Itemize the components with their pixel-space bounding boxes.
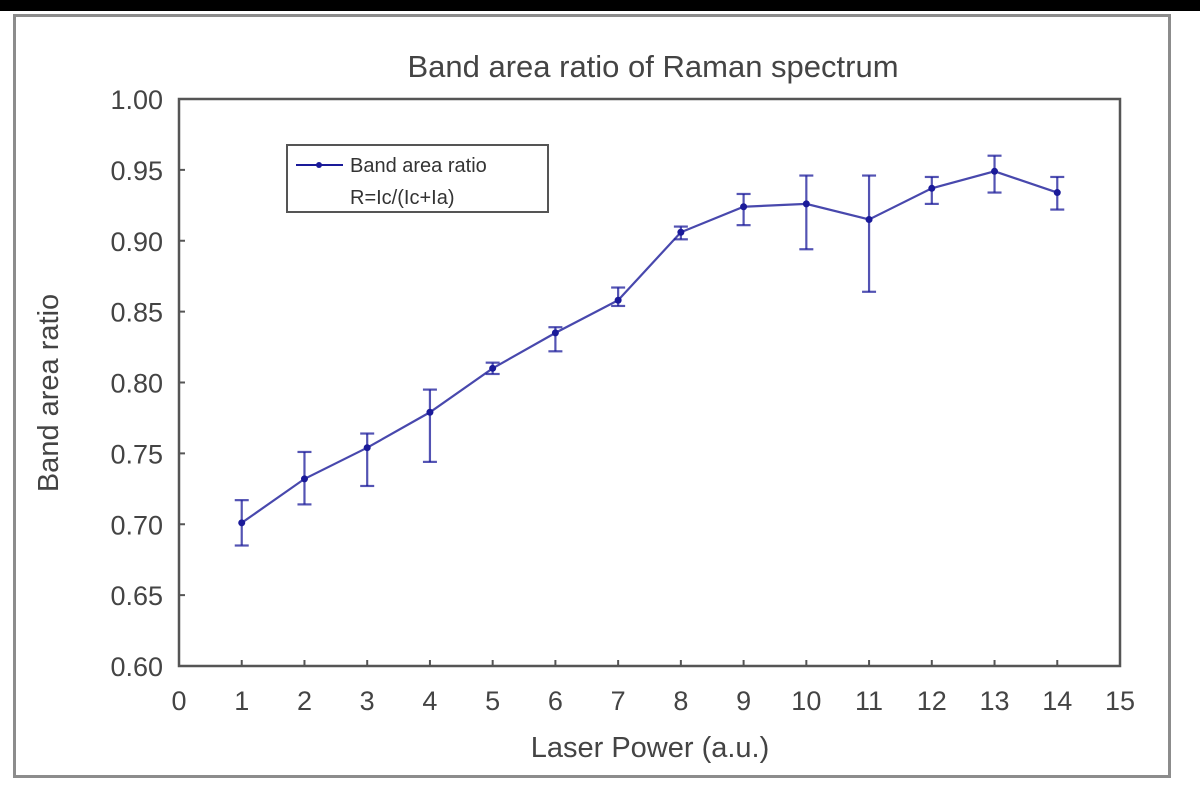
data-point — [736, 192, 751, 227]
point-marker — [489, 364, 497, 372]
y-tick-label: 0.85 — [110, 298, 163, 328]
x-tick-label: 2 — [297, 686, 312, 716]
point-marker — [802, 200, 810, 208]
series-line — [241, 170, 1058, 524]
x-axis-label: Laser Power (a.u.) — [531, 732, 770, 764]
legend: Band area ratio R=Ic/(Ic+Ia) — [286, 144, 549, 213]
x-tick-label: 10 — [791, 686, 821, 716]
point-marker — [991, 167, 999, 175]
y-tick-label: 1.00 — [110, 85, 163, 115]
y-tick-label: 0.90 — [110, 227, 163, 257]
data-point — [548, 326, 563, 353]
data-point — [673, 225, 688, 241]
axes: 0 1 2 3 4 5 6 7 8 9 10 11 12 13 14 150.600.650.700.750.… — [110, 85, 1135, 716]
x-tick-label: 8 — [673, 686, 688, 716]
point-marker — [426, 408, 434, 416]
point-marker — [928, 184, 936, 192]
x-tick-label: 5 — [485, 686, 500, 716]
point-marker — [614, 296, 622, 304]
legend-label: Band area ratio — [350, 155, 487, 177]
legend-formula: R=Ic/(Ic+Ia) — [350, 187, 454, 209]
legend-box — [286, 144, 549, 213]
data-point — [799, 174, 814, 251]
top-black-bar — [0, 0, 1200, 11]
data-point — [422, 388, 437, 463]
x-tick-label: 11 — [855, 686, 883, 716]
x-tick-label: 4 — [422, 686, 437, 716]
data-point — [862, 174, 877, 293]
data-point — [987, 154, 1002, 194]
point-marker — [677, 228, 685, 236]
x-tick-label: 3 — [360, 686, 375, 716]
x-tick-label: 12 — [917, 686, 947, 716]
y-tick-label: 0.60 — [110, 652, 163, 682]
chart-title: Band area ratio of Raman spectrum — [407, 49, 898, 84]
data-point — [297, 450, 312, 506]
point-marker — [300, 475, 308, 483]
y-tick-label: 0.80 — [110, 369, 163, 399]
data-point — [924, 175, 939, 205]
legend-marker-icon — [316, 162, 322, 168]
point-marker — [1053, 189, 1061, 197]
point-marker — [238, 519, 246, 527]
data-point — [360, 432, 375, 488]
y-tick-label: 0.70 — [110, 510, 163, 540]
x-tick-label: 14 — [1042, 686, 1072, 716]
point-marker — [740, 203, 748, 211]
y-tick-label: 0.65 — [110, 581, 163, 611]
x-tick-label: 13 — [980, 686, 1010, 716]
data-point — [1050, 175, 1065, 211]
x-tick-label: 9 — [736, 686, 751, 716]
x-tick-label: 15 — [1105, 686, 1135, 716]
x-tick-label: 7 — [611, 686, 626, 716]
data-point — [485, 361, 500, 376]
chart-frame — [13, 14, 1171, 778]
point-marker — [363, 444, 371, 452]
point-marker — [865, 215, 873, 223]
data-point — [234, 499, 249, 547]
y-tick-label: 0.95 — [110, 156, 163, 186]
data-point — [611, 286, 626, 308]
x-tick-label: 1 — [234, 686, 249, 716]
x-tick-label: 6 — [548, 686, 563, 716]
y-tick-label: 0.75 — [110, 439, 163, 469]
x-tick-label: 0 — [171, 686, 186, 716]
point-marker — [551, 329, 559, 337]
y-axis-label: Band area ratio — [33, 294, 65, 492]
data-series — [234, 154, 1065, 547]
